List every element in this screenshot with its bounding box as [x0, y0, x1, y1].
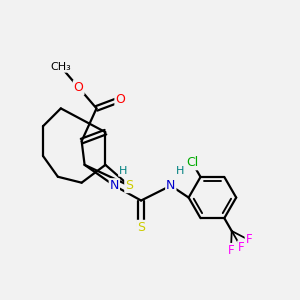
Text: O: O	[74, 81, 84, 94]
Text: O: O	[115, 93, 125, 106]
Text: S: S	[125, 179, 133, 192]
Text: H: H	[176, 166, 184, 176]
Text: F: F	[228, 244, 234, 257]
Text: H: H	[119, 166, 128, 176]
Text: N: N	[166, 179, 176, 192]
Text: N: N	[110, 179, 119, 192]
Text: CH₃: CH₃	[50, 62, 71, 72]
Text: S: S	[137, 221, 145, 234]
Text: F: F	[246, 233, 252, 247]
Text: Cl: Cl	[186, 156, 199, 169]
Text: F: F	[238, 241, 245, 254]
